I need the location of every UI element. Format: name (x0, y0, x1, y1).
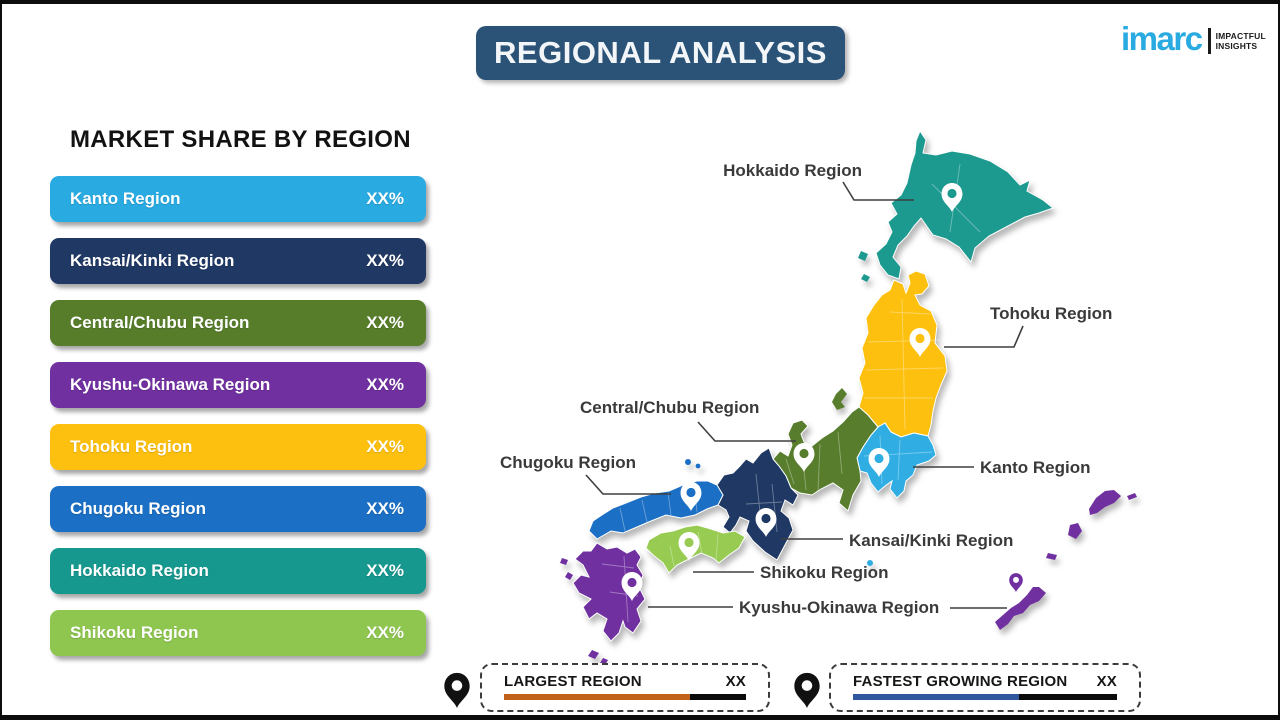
legend-pin-largest-icon (444, 672, 470, 708)
fastest-growing-region-card: FASTEST GROWING REGION XX (829, 663, 1141, 712)
fastest-region-value: XX (1096, 673, 1117, 690)
map-pin-hokkaido-icon (941, 183, 963, 212)
legend-pin-fastest-icon (794, 672, 820, 708)
page-title: REGIONAL ANALYSIS (494, 35, 827, 70)
region-share-value: XX% (366, 251, 404, 270)
map-label-hokkaido: Hokkaido Region (723, 161, 862, 180)
map-pin-chubu-icon (793, 443, 815, 472)
imarc-tagline-line1: IMPACTFUL (1215, 30, 1266, 41)
leader-line-central-chubu (697, 421, 796, 442)
map-label-tohoku: Tohoku Region (990, 304, 1112, 323)
region-share-label: Kyushu-Okinawa Region (70, 375, 271, 394)
largest-region-bar-track (690, 694, 746, 700)
imarc-brand-text: imarc (1121, 20, 1203, 57)
region-share-value: XX% (366, 561, 404, 580)
region-share-label: Kansai/Kinki Region (70, 251, 235, 270)
fastest-region-bar-track (1019, 694, 1117, 700)
map-pin-kanto-icon (868, 448, 890, 477)
region-kanto-islet (867, 560, 873, 566)
largest-region-bar (504, 694, 746, 700)
market-share-list: Kanto Region XX% Kansai/Kinki Region XX%… (50, 176, 426, 672)
leader-line-hokkaido (842, 181, 914, 201)
region-share-value: XX% (366, 313, 404, 332)
largest-region-bar-fill (504, 694, 691, 700)
region-share-label: Kanto Region (70, 189, 181, 208)
region-chugoku-oki-island (685, 459, 691, 465)
region-share-row-chubu: Central/Chubu Region XX% (50, 300, 426, 346)
title-banner: REGIONAL ANALYSIS (476, 26, 845, 80)
fastest-region-bar-fill (853, 694, 1020, 700)
imarc-tagline-line2: INSIGHTS (1215, 40, 1258, 51)
region-share-row-kansai: Kansai/Kinki Region XX% (50, 238, 426, 284)
leader-line-tohoku (944, 325, 1024, 348)
region-share-value: XX% (366, 437, 404, 456)
region-hokkaido-islet (858, 251, 870, 282)
fastest-region-bar (853, 694, 1117, 700)
map-label-central-chubu: Central/Chubu Region (580, 398, 759, 417)
largest-region-value: XX (725, 673, 746, 690)
region-share-label: Tohoku Region (70, 437, 193, 456)
region-share-label: Central/Chubu Region (70, 313, 250, 332)
region-kansai-kinki (716, 447, 799, 561)
largest-region-card: LARGEST REGION XX (480, 663, 770, 712)
map-label-shikoku: Shikoku Region (760, 563, 888, 582)
largest-region-label: LARGEST REGION (504, 673, 642, 690)
region-okinawa-islands (995, 490, 1137, 630)
region-share-row-shikoku: Shikoku Region XX% (50, 610, 426, 656)
region-kyushu (572, 542, 646, 642)
region-share-value: XX% (366, 375, 404, 394)
region-share-value: XX% (366, 499, 404, 518)
region-share-row-kyushu: Kyushu-Okinawa Region XX% (50, 362, 426, 408)
map-label-kansai: Kansai/Kinki Region (849, 531, 1013, 550)
region-share-row-kanto: Kanto Region XX% (50, 176, 426, 222)
region-tohoku (858, 270, 948, 438)
leader-line-chugoku (585, 474, 671, 495)
region-hokkaido (875, 129, 1055, 280)
map-pin-kyushu-icon (621, 572, 643, 601)
map-pin-kansai-icon (755, 508, 777, 537)
imarc-tagline: IMPACTFUL INSIGHTS (1216, 31, 1266, 51)
map-pin-tohoku-icon (909, 328, 931, 357)
map-pin-okinawa-icon (1009, 573, 1023, 592)
region-share-row-tohoku: Tohoku Region XX% (50, 424, 426, 470)
region-share-label: Hokkaido Region (70, 561, 209, 580)
imarc-logo: imarc IMPACTFUL INSIGHTS (1121, 22, 1266, 55)
map-pin-shikoku-icon (678, 532, 700, 561)
japan-map: Hokkaido Region Tohoku Region Central/Ch… (444, 129, 1137, 708)
market-share-heading: MARKET SHARE BY REGION (70, 126, 411, 153)
region-chugoku-oki-island2 (695, 463, 701, 469)
region-share-value: XX% (366, 189, 404, 208)
map-label-kanto: Kanto Region (980, 458, 1091, 477)
map-label-chugoku: Chugoku Region (500, 453, 636, 472)
region-share-value: XX% (366, 623, 404, 642)
region-share-row-chugoku: Chugoku Region XX% (50, 486, 426, 532)
region-share-label: Chugoku Region (70, 499, 206, 518)
map-pin-chugoku-icon (680, 482, 702, 511)
map-label-kyushu-okinawa: Kyushu-Okinawa Region (739, 598, 939, 617)
fastest-region-label: FASTEST GROWING REGION (853, 673, 1068, 690)
region-share-label: Shikoku Region (70, 623, 199, 642)
region-chubu-sado-island (832, 388, 847, 410)
region-share-row-hokkaido: Hokkaido Region XX% (50, 548, 426, 594)
imarc-logo-divider (1207, 27, 1211, 54)
